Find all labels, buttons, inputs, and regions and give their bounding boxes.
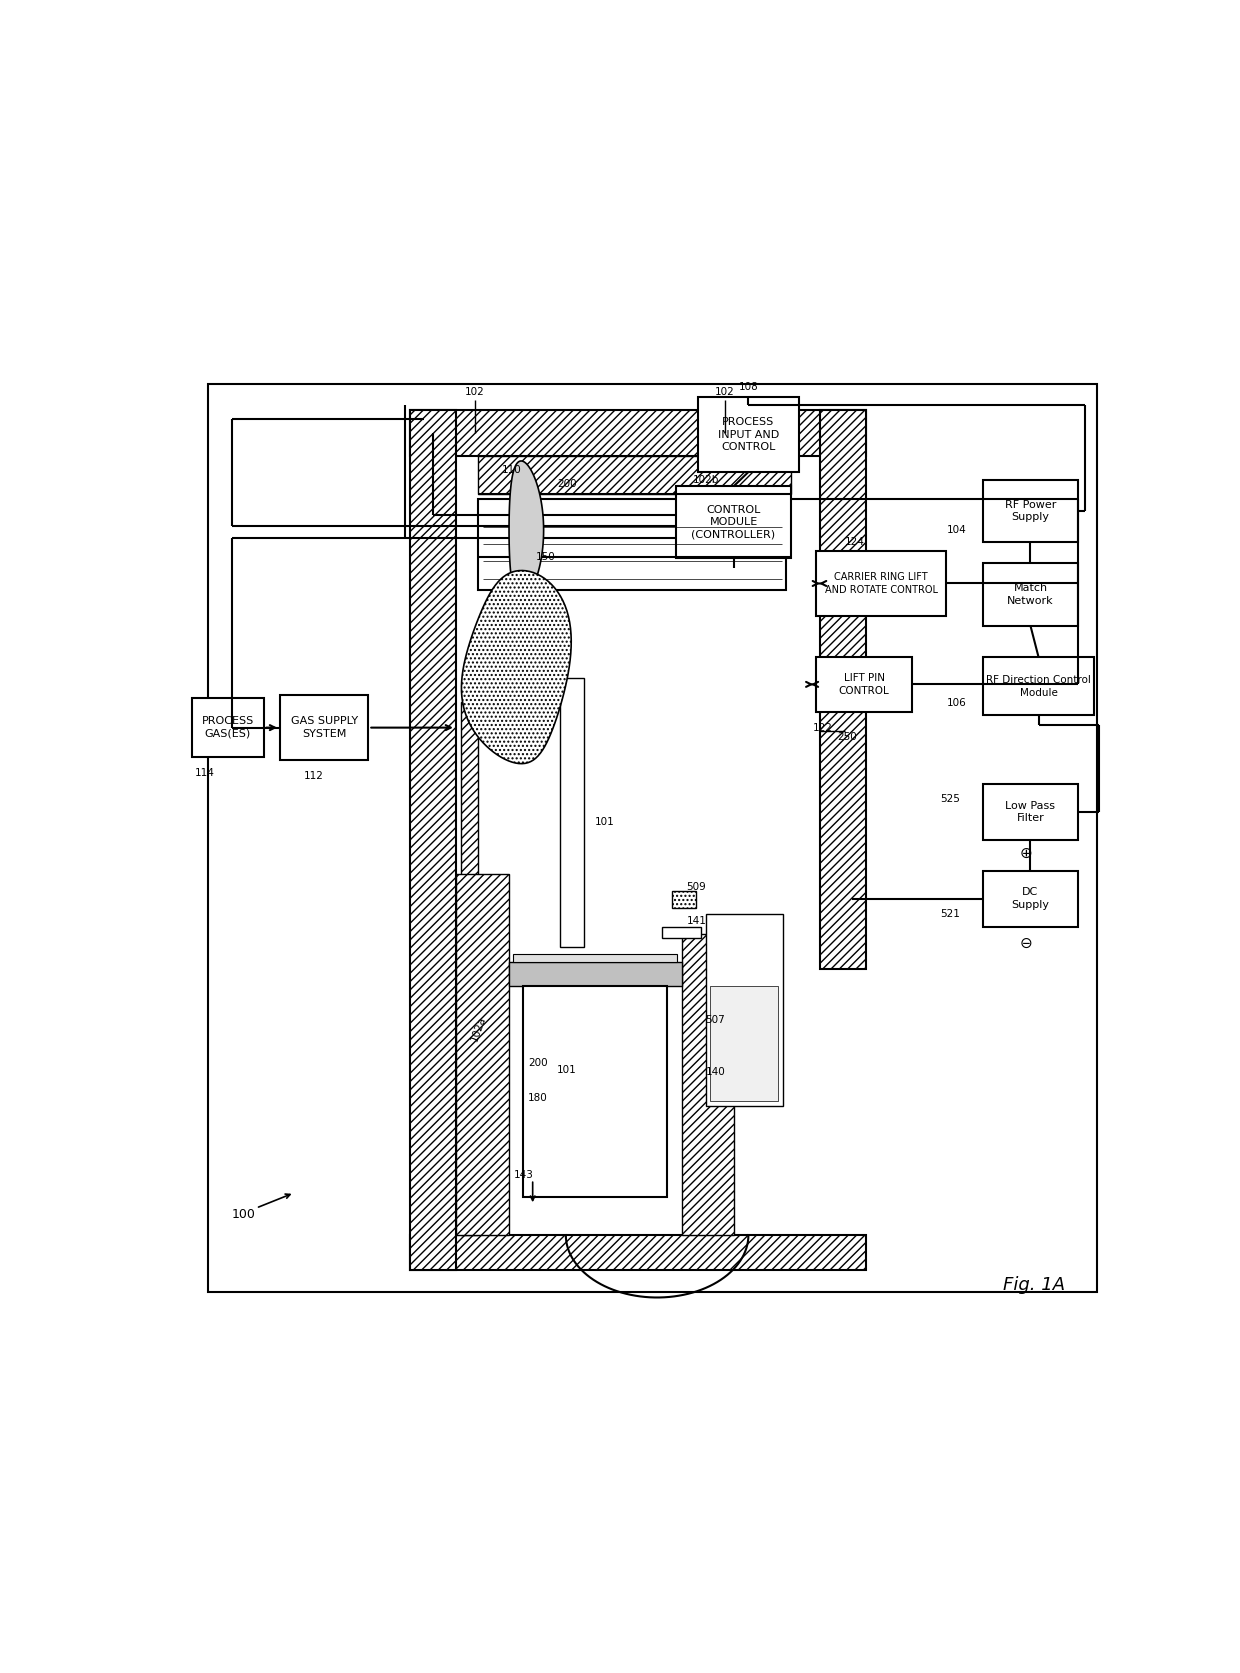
Text: 102: 102 [715, 386, 735, 397]
Text: LIFT PIN
CONTROL: LIFT PIN CONTROL [838, 673, 889, 696]
Bar [816, 656, 913, 713]
Text: 509: 509 [687, 882, 707, 892]
Text: 525: 525 [940, 793, 960, 803]
Text: 180: 180 [528, 1092, 548, 1103]
Polygon shape [461, 570, 572, 763]
Text: 110: 110 [502, 465, 522, 475]
Text: 102b: 102b [692, 475, 719, 485]
Bar [672, 892, 696, 908]
Text: 102: 102 [465, 386, 485, 397]
Bar [983, 872, 1078, 927]
Bar [280, 694, 368, 760]
Text: 114: 114 [195, 768, 215, 778]
Bar [523, 985, 667, 1196]
Bar [456, 873, 508, 1235]
Text: Low Pass
Filter: Low Pass Filter [1006, 801, 1055, 823]
Bar [820, 410, 866, 969]
Text: 141: 141 [687, 917, 707, 927]
Bar [698, 397, 799, 472]
Text: 106: 106 [947, 698, 967, 708]
Bar [559, 678, 584, 947]
Bar [460, 701, 477, 1235]
Bar [456, 455, 820, 1235]
Text: 521: 521 [940, 908, 960, 918]
Text: 507: 507 [706, 1016, 725, 1026]
Text: 140: 140 [706, 1067, 725, 1077]
Text: 100: 100 [232, 1208, 255, 1221]
Bar [477, 494, 791, 557]
Text: 200: 200 [528, 1059, 548, 1067]
Bar [477, 455, 791, 494]
Bar [477, 499, 786, 591]
Text: 122: 122 [813, 723, 833, 733]
Text: 101: 101 [595, 816, 615, 826]
Text: 200: 200 [558, 480, 578, 490]
Bar [983, 785, 1078, 840]
Bar [983, 480, 1078, 542]
Text: 101: 101 [557, 1066, 577, 1076]
Bar [706, 913, 782, 1106]
Text: GAS SUPPLY
SYSTEM: GAS SUPPLY SYSTEM [290, 716, 357, 739]
Text: 124: 124 [844, 537, 864, 547]
Bar [816, 550, 946, 616]
Bar [409, 410, 866, 455]
Text: RF Power
Supply: RF Power Supply [1004, 500, 1056, 522]
Text: PROCESS
INPUT AND
CONTROL: PROCESS INPUT AND CONTROL [718, 417, 779, 452]
Polygon shape [510, 462, 543, 599]
Bar [662, 927, 701, 939]
Text: Match
Network: Match Network [1007, 584, 1054, 606]
Text: DC
Supply: DC Supply [1012, 887, 1049, 910]
Bar [191, 698, 264, 758]
Text: CONTROL
MODULE
(CONTROLLER): CONTROL MODULE (CONTROLLER) [692, 505, 775, 540]
Text: ⊖: ⊖ [1019, 937, 1032, 952]
Text: 112: 112 [304, 771, 324, 781]
Text: 104: 104 [947, 525, 967, 535]
Bar [508, 962, 682, 985]
Text: PROCESS
GAS(ES): PROCESS GAS(ES) [201, 716, 254, 739]
Text: RF Direction Control
Module: RF Direction Control Module [986, 676, 1091, 698]
Text: 250: 250 [837, 733, 857, 743]
Bar [409, 410, 456, 1270]
Bar [513, 954, 677, 962]
Bar [682, 934, 734, 1235]
Text: 102a: 102a [470, 1016, 489, 1042]
Bar [711, 985, 777, 1101]
Bar [409, 1235, 866, 1270]
Bar [676, 487, 791, 559]
Text: 108: 108 [739, 383, 759, 393]
Bar [983, 564, 1078, 626]
Text: Fig. 1A: Fig. 1A [1003, 1276, 1065, 1293]
Bar [983, 657, 1094, 714]
Text: CARRIER RING LIFT
AND ROTATE CONTROL: CARRIER RING LIFT AND ROTATE CONTROL [825, 572, 937, 594]
Text: ⊕: ⊕ [1019, 847, 1032, 862]
Text: 150: 150 [536, 552, 556, 562]
Text: 143: 143 [513, 1169, 533, 1179]
